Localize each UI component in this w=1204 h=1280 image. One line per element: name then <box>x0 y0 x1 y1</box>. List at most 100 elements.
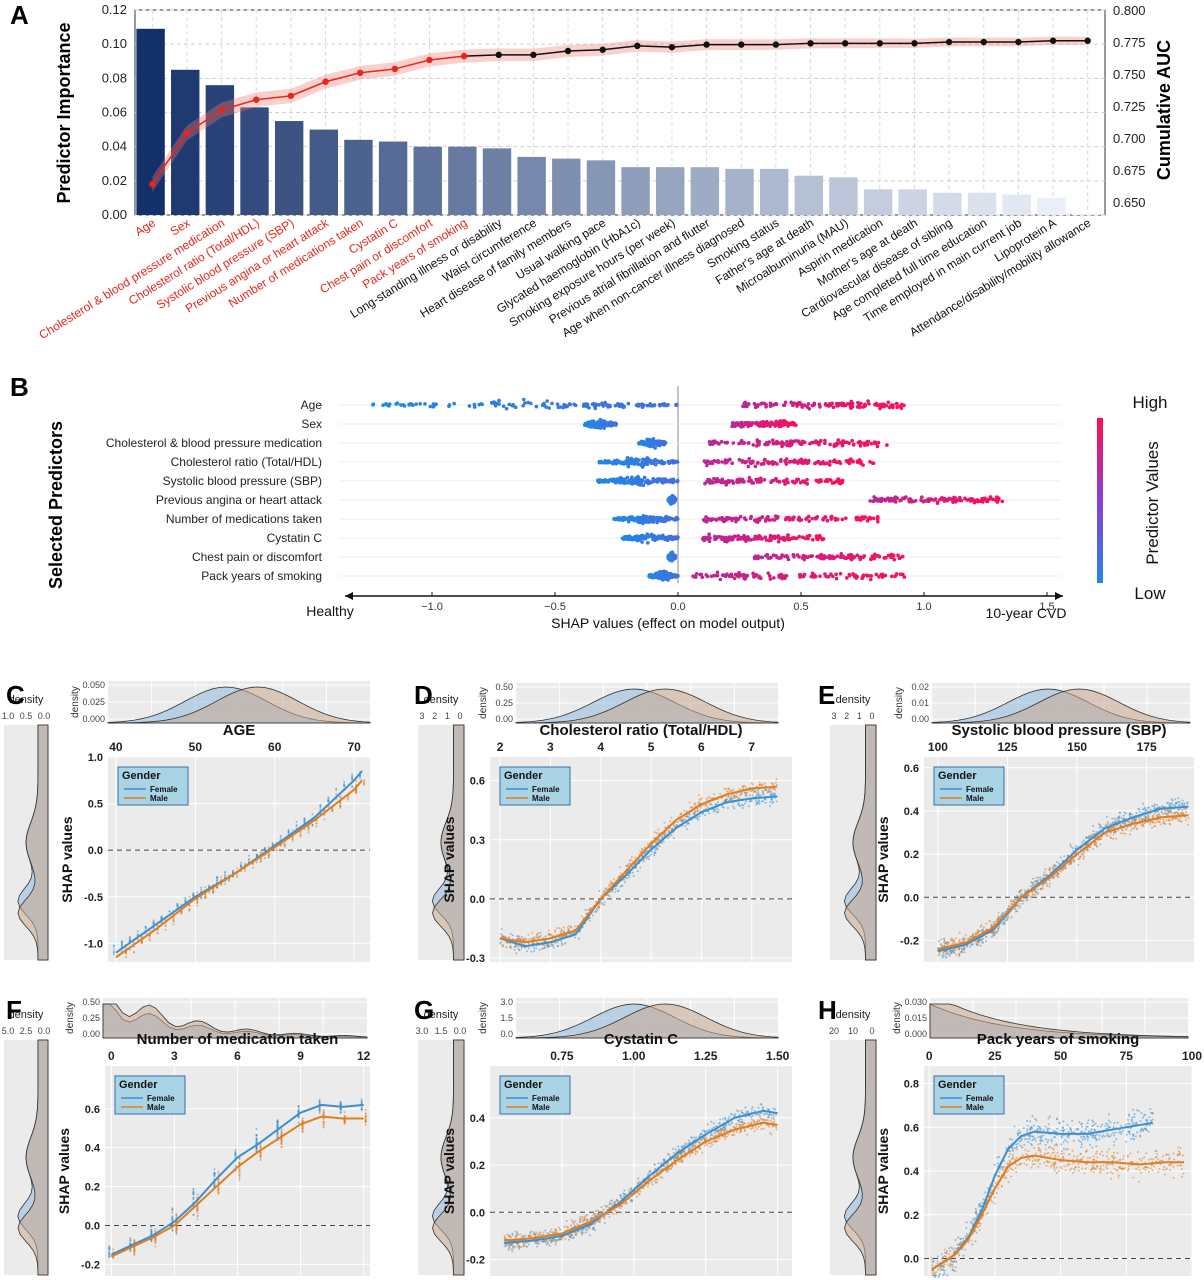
shap-point <box>628 517 632 522</box>
scatter-point <box>1137 807 1140 810</box>
shap-point <box>428 404 433 409</box>
bar <box>690 167 720 215</box>
shap-point <box>803 458 808 463</box>
shap-point <box>739 420 744 425</box>
scatter-point <box>663 821 666 824</box>
y-tick-label: 0.0 <box>88 845 103 857</box>
scatter-point <box>263 847 266 850</box>
scatter-point <box>200 888 203 891</box>
shap-point <box>797 555 801 559</box>
shap-point <box>889 555 894 560</box>
scatter-point <box>1151 804 1154 807</box>
scatter-point <box>588 909 591 912</box>
scatter-point <box>508 936 511 939</box>
scatter-point <box>748 800 751 803</box>
scatter-point <box>140 942 143 945</box>
scatter-point <box>653 831 656 834</box>
shap-point <box>816 480 821 484</box>
scatter-point <box>509 933 512 936</box>
scatter-point <box>755 802 758 805</box>
shap-point <box>784 462 789 466</box>
shap-point <box>869 441 874 446</box>
shap-point <box>641 403 646 407</box>
scatter-point <box>602 903 605 906</box>
y-tick-label: 0.10 <box>102 36 127 51</box>
scatter-point <box>764 801 767 804</box>
scatter-point <box>668 820 671 823</box>
shap-point <box>769 403 774 408</box>
shap-point <box>814 460 819 465</box>
shap-point <box>768 533 773 538</box>
scatter-point <box>653 854 656 857</box>
shap-point <box>704 573 708 577</box>
shap-point <box>945 498 949 503</box>
shap-point <box>880 572 885 577</box>
shap-point <box>942 499 947 503</box>
shap-point <box>749 514 754 519</box>
shap-point <box>869 557 873 561</box>
shap-point <box>675 460 680 464</box>
shap-point <box>821 537 826 541</box>
shap-point <box>851 442 856 447</box>
shap-point <box>972 498 977 503</box>
shap-point <box>900 554 905 559</box>
scatter-point <box>527 947 530 950</box>
top-density-curve <box>107 686 371 724</box>
x-tick-label: 0.0 <box>670 601 685 613</box>
shap-point <box>523 401 527 405</box>
shap-point <box>780 444 784 449</box>
shap-point <box>395 401 400 405</box>
scatter-point <box>532 938 535 941</box>
scatter-point <box>608 895 611 898</box>
scatter-point <box>775 783 778 786</box>
shap-point <box>507 402 512 407</box>
shap-point <box>863 441 868 446</box>
scatter-point <box>717 808 720 811</box>
scatter-point <box>753 791 756 794</box>
scatter-point <box>738 797 741 800</box>
shap-point <box>847 573 852 578</box>
shap-point <box>504 406 509 411</box>
scatter-point <box>156 924 159 927</box>
scatter-point <box>1131 813 1134 816</box>
scatter-point <box>204 886 207 889</box>
scatter-point <box>563 930 566 933</box>
shap-point <box>609 422 614 427</box>
shap-point <box>708 481 713 485</box>
shap-point <box>751 481 756 485</box>
shap-point <box>843 403 847 407</box>
scatter-point <box>524 937 527 940</box>
scatter-point <box>509 946 512 949</box>
scatter-point <box>1092 830 1095 833</box>
shap-point <box>797 518 802 523</box>
shap-point <box>764 402 768 407</box>
shap-point <box>854 517 859 522</box>
shap-point <box>605 479 609 484</box>
shap-point <box>792 555 796 559</box>
top-density-label: density <box>478 687 489 719</box>
scatter-point <box>1181 802 1184 805</box>
shap-point <box>784 573 789 578</box>
shap-point <box>712 534 717 539</box>
shap-point <box>926 497 931 501</box>
shap-point <box>852 555 856 560</box>
shap-point <box>711 573 716 578</box>
scatter-point <box>768 790 771 793</box>
shap-point <box>741 537 746 541</box>
scatter-point <box>1003 923 1006 926</box>
scatter-point <box>1083 852 1086 855</box>
scatter-point <box>1087 836 1090 839</box>
scatter-point <box>612 878 615 881</box>
shap-point <box>705 537 709 541</box>
scatter-point <box>528 938 531 941</box>
shap-point <box>825 518 830 523</box>
y-tick-label: 0.00 <box>102 207 127 222</box>
scatter-point <box>267 846 270 849</box>
auc-point <box>703 41 710 48</box>
shap-point <box>838 571 843 576</box>
shap-point <box>649 443 654 448</box>
shap-point <box>860 575 865 580</box>
shap-point <box>555 402 560 406</box>
shap-point <box>873 554 878 559</box>
scatter-point <box>363 779 366 782</box>
